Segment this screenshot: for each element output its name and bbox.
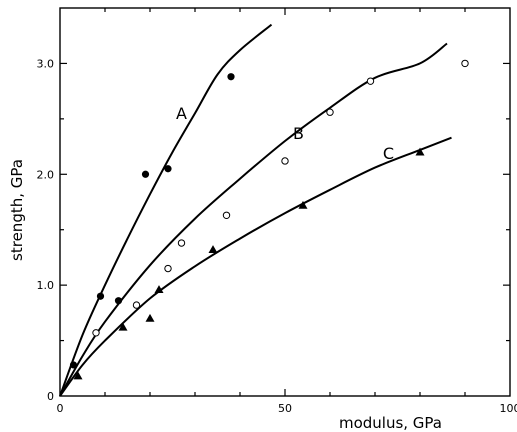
point-b: [92, 329, 100, 337]
y-tick-label: 2.0: [37, 168, 55, 181]
x-tick-label: 50: [278, 402, 292, 415]
point-b: [461, 59, 469, 68]
point-b: [132, 301, 141, 309]
point-c: [415, 147, 425, 156]
x-tick-label: 0: [57, 402, 64, 415]
point-c: [208, 245, 218, 254]
point-b: [281, 157, 289, 165]
point-a: [69, 361, 78, 369]
curve-label-a: A: [176, 104, 187, 123]
point-c: [118, 322, 128, 331]
point-b: [326, 108, 334, 116]
y-tick-label: 3.0: [37, 57, 55, 70]
point-b: [177, 239, 186, 247]
point-b: [164, 264, 172, 273]
point-a: [96, 292, 105, 300]
point-c: [145, 313, 155, 322]
point-b: [366, 77, 375, 85]
y-tick-label: 1.0: [37, 279, 55, 292]
curve-labels: A B C: [176, 104, 394, 163]
point-b: [222, 211, 231, 220]
point-a: [141, 170, 150, 178]
plot-frame: [59, 7, 511, 397]
point-c: [298, 200, 308, 209]
curve-c: [59, 136, 452, 397]
tick-labels: 0 50 100 0 1.0 2.0 3.0: [37, 57, 517, 415]
curve-a: [59, 23, 273, 397]
data-markers: [69, 59, 469, 380]
point-a: [164, 165, 172, 173]
point-a: [227, 73, 235, 81]
point-a: [114, 297, 123, 305]
x-axis-title: modulus, GPa: [339, 414, 442, 432]
axis-ticks: [60, 8, 510, 396]
x-tick-label: 100: [500, 402, 517, 415]
point-c: [154, 285, 164, 293]
curve-label-b: B: [293, 124, 304, 143]
y-tick-label: 0: [47, 390, 54, 403]
y-axis-title: strength, GPa: [8, 159, 26, 261]
fit-curves: [59, 23, 452, 397]
point-c: [73, 371, 83, 380]
curve-label-c: C: [383, 144, 394, 163]
curve-b: [59, 42, 448, 397]
